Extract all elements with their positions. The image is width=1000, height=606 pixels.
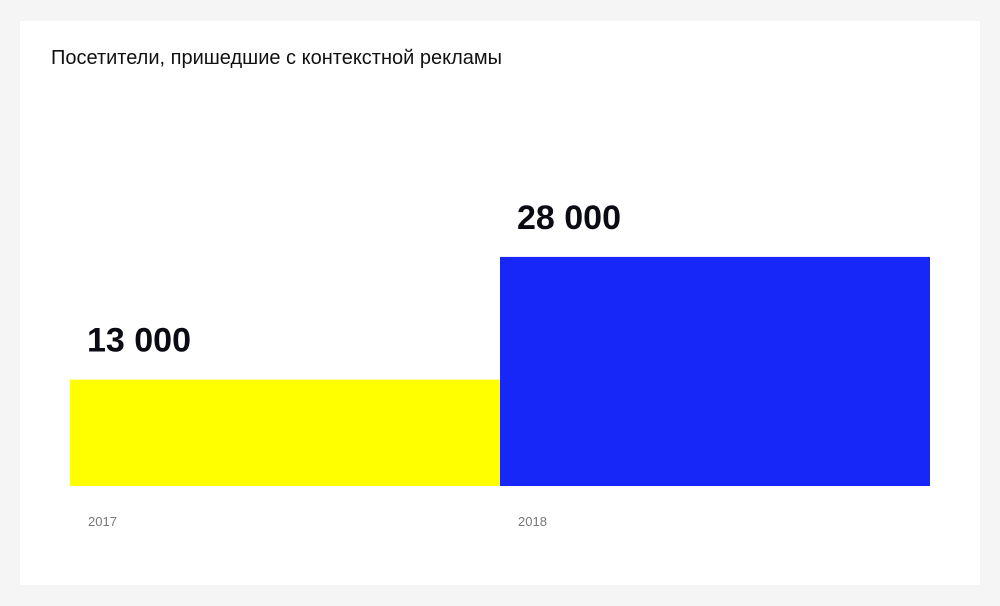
value-label-2018: 28 000 — [517, 199, 621, 237]
chart-title: Посетители, пришедшие с контекстной рекл… — [51, 47, 502, 69]
bar-2018 — [500, 256, 930, 486]
x-tick-label-2018: 2018 — [518, 514, 547, 529]
chart-card: Посетители, пришедшие с контекстной рекл… — [20, 21, 980, 585]
bar-chart: 13 000 2017 28 000 2018 — [70, 199, 930, 529]
x-tick-label-2017: 2017 — [88, 514, 117, 529]
value-label-2017: 13 000 — [87, 322, 191, 360]
bar-2017 — [70, 379, 500, 486]
